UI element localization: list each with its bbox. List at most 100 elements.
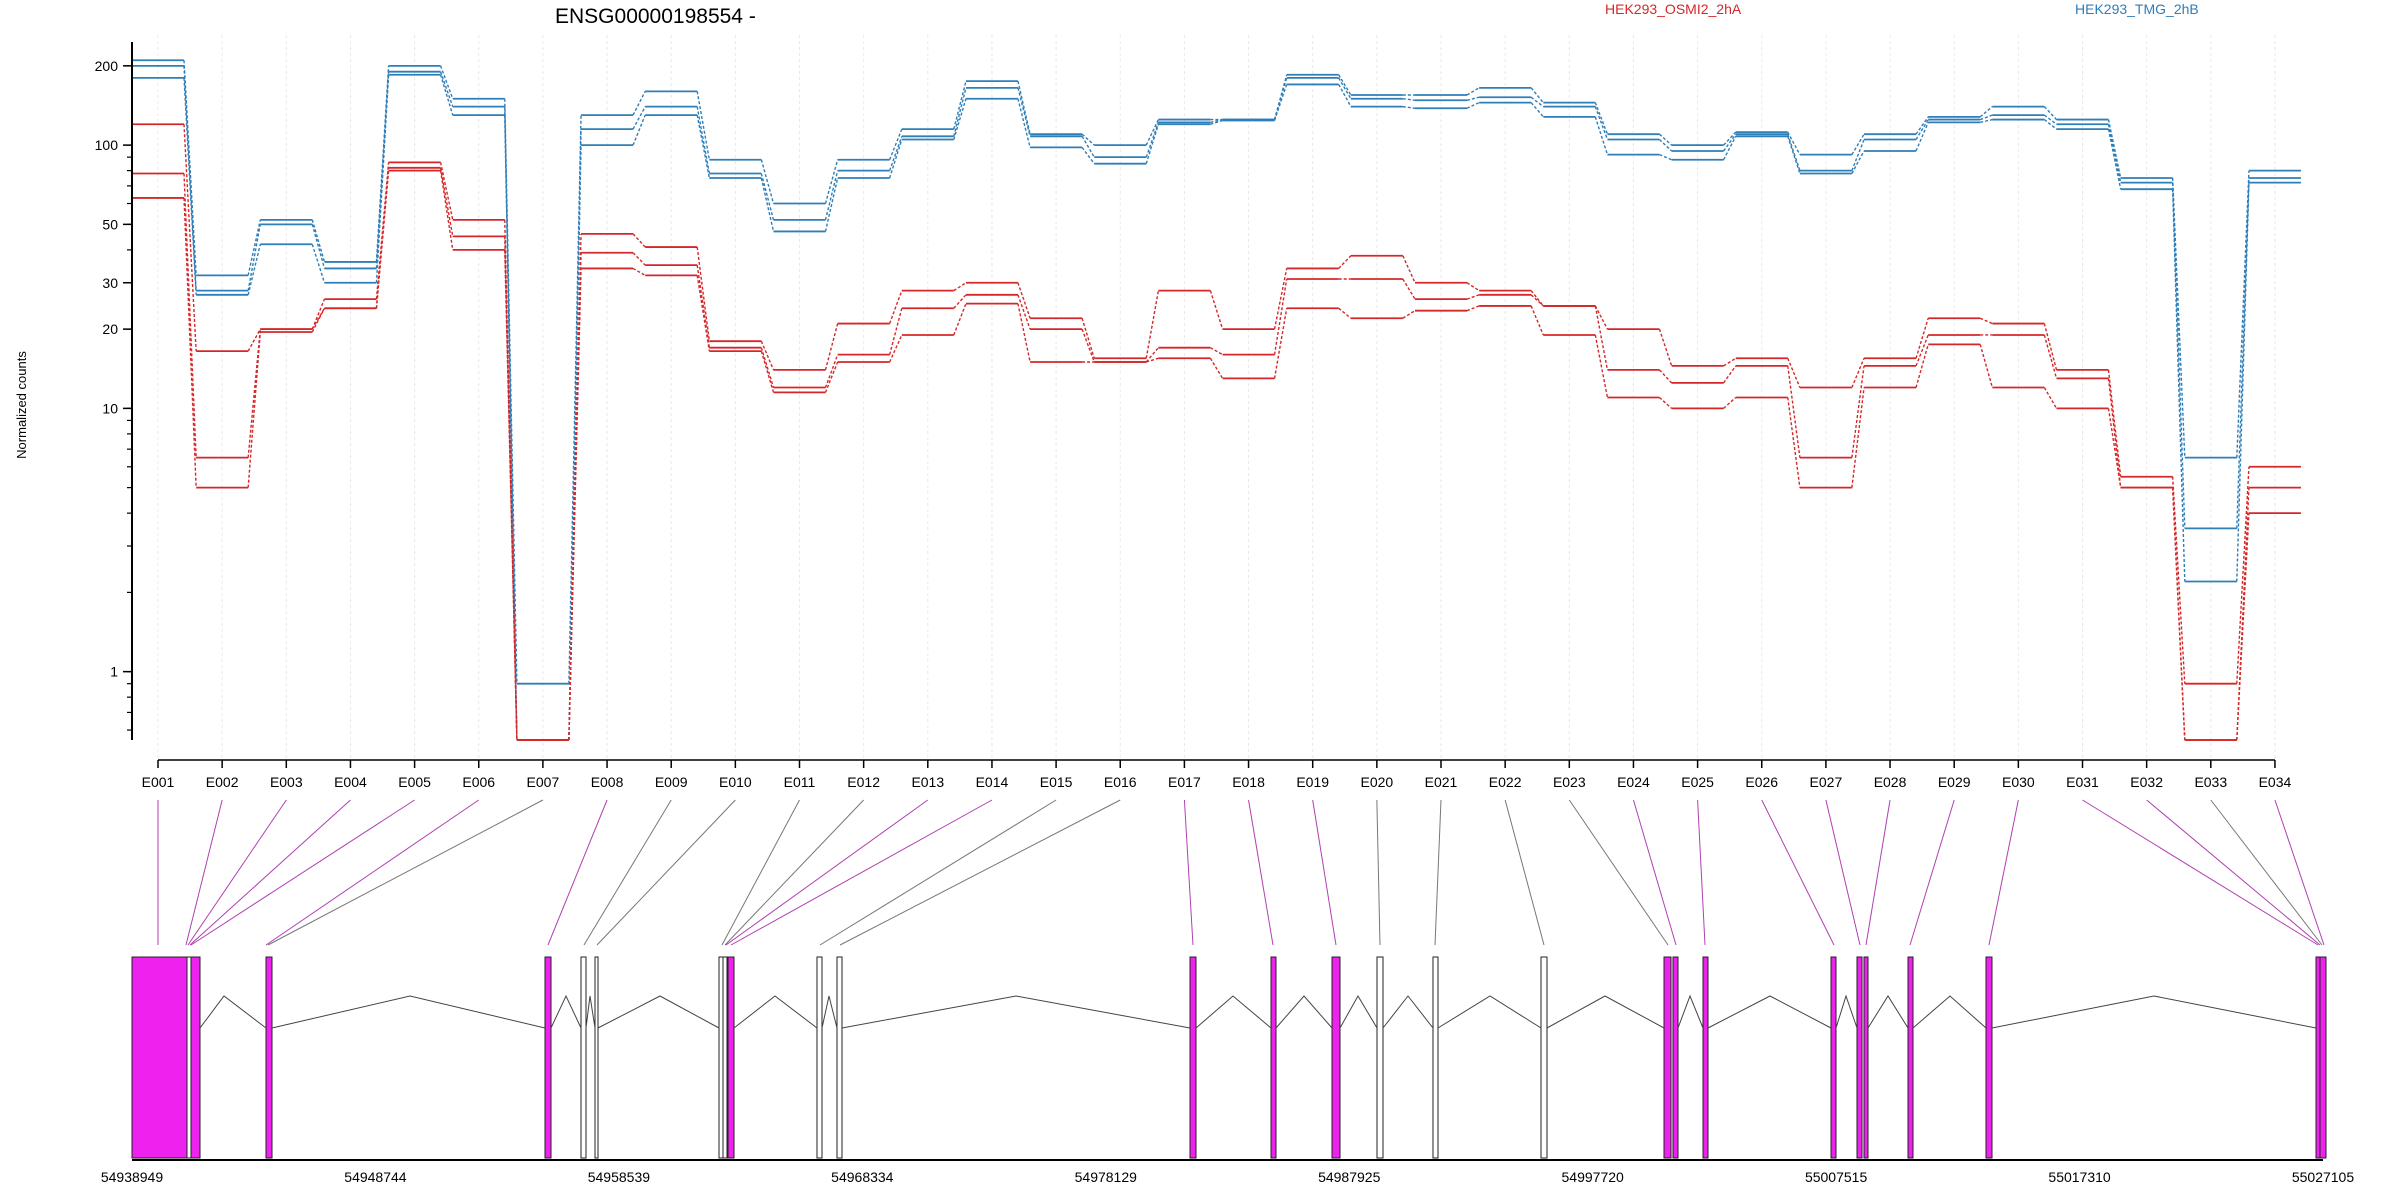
series-3-link-E018	[1273, 268, 1288, 330]
connector-E005	[190, 799, 415, 946]
intron-7	[841, 995, 1191, 1029]
series-5-link-E006	[504, 249, 518, 741]
series-0-link-E026	[1787, 131, 1801, 155]
intron-15	[1707, 995, 1832, 1029]
series-2-link-E003	[311, 244, 326, 283]
intron-10	[1339, 995, 1378, 1029]
exon-label-E025: E025	[1681, 774, 1714, 790]
series-2-link-E027	[1851, 150, 1865, 174]
series-4-link-E015	[1081, 328, 1095, 363]
series-3-link-E022	[1530, 290, 1544, 307]
intron-0	[199, 995, 267, 1029]
connector-E025	[1697, 799, 1706, 946]
series-1-link-E025	[1723, 133, 1737, 152]
series-0-link-E019	[1338, 74, 1352, 96]
gene-exon-box-23	[1863, 956, 1869, 1159]
genomic-tick-label: 54948744	[344, 1169, 407, 1185]
series-5-link-E009	[696, 275, 711, 352]
series-3-link-E031	[2107, 369, 2122, 477]
series-4-link-E018	[1273, 278, 1288, 355]
series-3-link-E002	[247, 328, 261, 352]
series-0-link-E005	[439, 65, 454, 99]
series-4-link-E001	[183, 173, 197, 458]
series-0-link-E002	[247, 219, 261, 276]
exon-label-E027: E027	[1810, 774, 1843, 790]
gene-exon-box-27	[2319, 956, 2327, 1159]
series-4-link-E024	[1658, 369, 1673, 384]
gene-exon-box-10	[816, 956, 823, 1159]
series-0-link-E009	[696, 91, 711, 160]
connector-E030	[1988, 799, 2019, 946]
series-3-link-E010	[760, 340, 775, 371]
exon-label-E017: E017	[1168, 774, 1201, 790]
series-3-link-E033	[2236, 466, 2250, 684]
exon-label-E029: E029	[1938, 774, 1971, 790]
exon-label-E015: E015	[1040, 774, 1073, 790]
series-0-link-E024	[1658, 133, 1673, 146]
exon-label-E022: E022	[1489, 774, 1522, 790]
series-1-link-E008	[632, 106, 646, 130]
genomic-axis: 54938949 54948744 54958539 54968334 54978129…	[101, 1159, 2355, 1185]
series-2-link-E026	[1787, 136, 1801, 174]
series-2-link-E033	[2236, 182, 2250, 582]
series-5-link-E013	[953, 303, 967, 336]
series-0-link-E021	[1466, 87, 1480, 96]
series-4-link-E016	[1145, 347, 1159, 363]
series-1-link-E020	[1402, 98, 1416, 101]
series-0-link-E029	[1979, 106, 1993, 118]
intron-18	[1912, 995, 1987, 1029]
series-2-link-E002	[247, 244, 261, 295]
series-2-link-E032	[2171, 189, 2186, 582]
series-5-link-E022	[1530, 305, 1544, 336]
plot-axes: 1 10 20 30 50 100 200 E001 E002 E003 E004 E005 E006 E…	[95, 42, 2292, 790]
genomic-tick-label: 54978129	[1075, 1169, 1138, 1185]
series-2-link-E007	[568, 145, 582, 741]
plot-grid	[157, 35, 2276, 760]
connector-E006	[265, 799, 480, 946]
genomic-tick-label: 55027105	[2292, 1169, 2355, 1185]
series-2-link-E009	[696, 114, 711, 179]
series-1	[132, 64, 2301, 741]
series-5-link-E029	[1979, 344, 1994, 388]
series-2-link-E016	[1145, 124, 1160, 164]
series-4-link-E010	[760, 347, 775, 388]
gene-exon-box-6	[594, 956, 599, 1159]
intron-14	[1677, 994, 1704, 1029]
series-4-link-E011	[824, 354, 839, 388]
exon-label-E028: E028	[1874, 774, 1907, 790]
series-4-link-E027	[1851, 365, 1865, 458]
series-0-link-E013	[953, 80, 967, 130]
series-4-link-E002	[247, 329, 261, 458]
series-1-link-E014	[1017, 87, 1031, 137]
series-0-link-E004	[375, 65, 390, 262]
y-axis-label: Normalized counts	[14, 351, 29, 459]
intron-12	[1437, 995, 1542, 1029]
series-2-link-E017	[1210, 119, 1223, 125]
series-4-link-E014	[1017, 294, 1031, 330]
intron-11	[1382, 995, 1434, 1029]
series-2-link-E008	[632, 114, 646, 146]
series-0-link-E003	[311, 219, 326, 263]
series-5-link-E019	[1338, 307, 1352, 319]
series-3-link-E030	[2043, 323, 2058, 371]
series-1-link-E023	[1594, 106, 1609, 140]
series-1-link-E024	[1658, 139, 1673, 152]
series-0-link-E010	[760, 159, 775, 204]
series-4-link-E030	[2043, 334, 2058, 379]
connector-E012	[724, 799, 865, 946]
series-4-link-E013	[953, 294, 967, 309]
series-3-link-E004	[375, 162, 390, 300]
exon-label-E014: E014	[976, 774, 1009, 790]
chart-title: ENSG00000198554 -	[555, 5, 756, 28]
gene-model	[131, 956, 2327, 1159]
series-5-link-E018	[1273, 308, 1288, 379]
series-5-link-E031	[2107, 408, 2122, 488]
series-3-link-E026	[1787, 357, 1801, 388]
series-1-link-E022	[1530, 96, 1544, 108]
series-5-link-E027	[1851, 387, 1865, 488]
series-1-link-E019	[1338, 77, 1352, 100]
series-4-link-E021	[1466, 294, 1480, 300]
series-4-link-E022	[1530, 294, 1544, 307]
connector-E017	[1183, 799, 1194, 946]
series-4-link-E012	[888, 308, 903, 355]
